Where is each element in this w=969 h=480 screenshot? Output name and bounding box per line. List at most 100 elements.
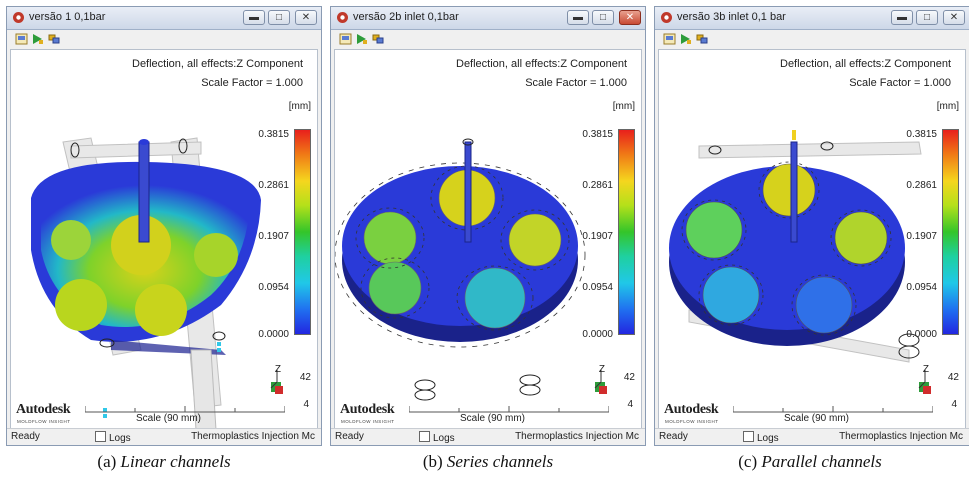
window-toolbar [655,30,969,48]
axis-triad-icon [918,370,931,394]
view-angle-label: 42 [299,372,311,383]
autodesk-logo: Autodesk [340,402,395,417]
moldflow-insight-logo-sub: MOLDFLOW INSIGHT [17,419,71,424]
close-button[interactable]: ✕ [943,10,965,25]
caption-a: (a) Linear channels [4,452,324,472]
scale-factor: Scale Factor = 1.000 [849,77,951,89]
scale-tick: 0.0954 [906,282,937,293]
scale-tick-min: 0.0000 [906,329,937,340]
color-scale-bar [294,129,311,335]
autodesk-logo: Autodesk [664,402,719,417]
scale-tick-max: 0.3815 [258,129,289,140]
checkbox-icon[interactable] [743,431,754,442]
scale-tick: 0.0954 [258,282,289,293]
status-app-name: Thermoplastics Injection Mc [191,431,315,442]
axis-triad-icon [270,370,283,394]
moldflow-insight-logo-sub: MOLDFLOW INSIGHT [665,419,719,424]
scale-ruler [733,406,933,413]
print-icon[interactable] [663,33,676,45]
scale-tick: 0.1907 [906,231,937,242]
layers-icon[interactable] [372,33,385,45]
caption-c: (c) Parallel channels [650,452,969,472]
scale-label: Scale (90 mm) [136,413,202,424]
print-icon[interactable] [15,33,28,45]
status-ready: Ready [11,431,40,442]
print-icon[interactable] [339,33,352,45]
close-button[interactable]: ✕ [619,10,641,25]
triad-axis-label: Z [274,364,281,375]
status-bar: Ready Logs Thermoplastics Injection Mc [7,428,321,445]
logs-checkbox[interactable]: Logs [743,431,779,444]
scale-tick-min: 0.0000 [582,329,613,340]
status-app-name: Thermoplastics Injection Mc [839,431,963,442]
moldflow-app-icon [337,12,348,23]
status-app-name: Thermoplastics Injection Mc [515,431,639,442]
window-title: versão 3b inlet 0,1 bar [677,11,786,23]
window-title: versão 1 0,1bar [29,11,106,23]
close-button[interactable]: ✕ [295,10,317,25]
logs-label: Logs [757,433,779,444]
result-window-series: versão 2b inlet 0,1bar ▬ □ ✕ [330,6,646,446]
caption-label: (b) [422,452,447,471]
caption-text: Linear channels [120,452,231,471]
result-title: Deflection, all effects:Z Component [456,58,627,70]
model-viewport[interactable]: Deflection, all effects:Z Component Scal… [334,49,642,429]
scale-label: Scale (90 mm) [460,413,526,424]
caption-label: (c) [738,452,762,471]
window-toolbar [331,30,645,48]
scale-tick: 0.0954 [582,282,613,293]
view-angle-label: 42 [947,372,959,383]
logs-label: Logs [433,433,455,444]
maximize-button[interactable]: □ [268,10,290,25]
logs-checkbox[interactable]: Logs [95,431,131,444]
triad-axis-label: Z [922,364,929,375]
caption-text: Series channels [446,452,554,471]
window-toolbar [7,30,321,48]
view-angle-label: 42 [623,372,635,383]
unit-label: [mm] [288,101,311,112]
window-titlebar[interactable]: versão 2b inlet 0,1bar ▬ □ ✕ [331,7,645,30]
status-bar: Ready Logs Thermoplastics Injection Mc [331,428,645,445]
caption-b: (b) Series channels [328,452,648,472]
scale-tick-max: 0.3815 [582,129,613,140]
minimize-button[interactable]: ▬ [243,10,265,25]
moldflow-app-icon [13,12,24,23]
minimize-button[interactable]: ▬ [567,10,589,25]
result-title: Deflection, all effects:Z Component [132,58,303,70]
scale-tick: 0.2861 [582,180,613,191]
window-titlebar[interactable]: versão 3b inlet 0,1 bar ▬ □ ✕ [655,7,969,30]
triad-sub-label: 4 [627,399,633,410]
checkbox-icon[interactable] [419,431,430,442]
logs-label: Logs [109,433,131,444]
warped-part-plot [335,138,586,401]
layers-icon[interactable] [696,33,709,45]
warped-part-plot [669,130,922,363]
window-title: versão 2b inlet 0,1bar [353,11,459,23]
color-scale-bar [942,129,959,335]
play-animation-icon[interactable] [679,33,692,45]
window-titlebar[interactable]: versão 1 0,1bar ▬ □ ✕ [7,7,321,30]
layers-icon[interactable] [48,33,61,45]
scale-tick-max: 0.3815 [906,129,937,140]
moldflow-app-icon [661,12,672,23]
scale-ruler [85,406,285,413]
status-bar: Ready Logs Thermoplastics Injection Mc [655,428,969,445]
play-animation-icon[interactable] [31,33,44,45]
scale-tick: 0.1907 [582,231,613,242]
unit-label: [mm] [936,101,959,112]
maximize-button[interactable]: □ [916,10,938,25]
checkbox-icon[interactable] [95,431,106,442]
minimize-button[interactable]: ▬ [891,10,913,25]
scale-tick: 0.2861 [258,180,289,191]
triad-axis-label: Z [598,364,605,375]
scale-label: Scale (90 mm) [784,413,850,424]
model-viewport[interactable]: Deflection, all effects:Z Component Scal… [658,49,966,429]
warped-part-plot [31,137,261,428]
logs-checkbox[interactable]: Logs [419,431,455,444]
play-animation-icon[interactable] [355,33,368,45]
model-viewport[interactable]: Deflection, all effects:Z Component Scal… [10,49,318,429]
result-title: Deflection, all effects:Z Component [780,58,951,70]
maximize-button[interactable]: □ [592,10,614,25]
status-ready: Ready [659,431,688,442]
scale-tick: 0.1907 [258,231,289,242]
